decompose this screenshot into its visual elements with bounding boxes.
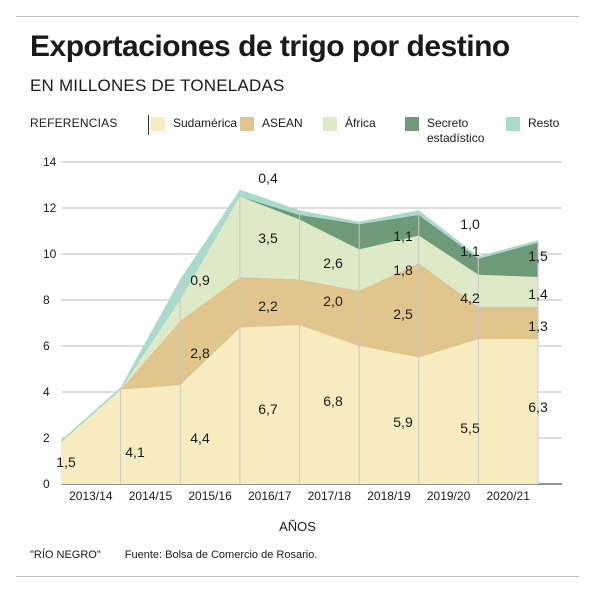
data-label-sudamerica: 6,8 xyxy=(323,393,343,409)
x-tick-label: 2016/17 xyxy=(248,489,292,503)
data-label-asean: 2,0 xyxy=(323,293,343,309)
legend-label-secreto: Secreto estadístico xyxy=(427,116,485,145)
data-label-sudamerica: 5,5 xyxy=(460,420,480,436)
data-label-asean: 2,5 xyxy=(393,306,413,322)
y-tick-label: 4 xyxy=(43,385,50,399)
data-label-africa: 1,8 xyxy=(393,262,413,278)
data-label-asean: 4,2 xyxy=(460,290,480,306)
data-label-resto: 0,4 xyxy=(258,170,278,186)
legend-label-resto: Resto xyxy=(528,116,560,130)
data-label-asean: 2,8 xyxy=(190,345,210,361)
y-tick-label: 8 xyxy=(43,293,50,307)
y-tick-label: 12 xyxy=(43,201,57,215)
data-label-africa: 2,6 xyxy=(323,255,343,271)
x-tick-label: 2015/16 xyxy=(188,489,232,503)
data-label-secreto: 1,5 xyxy=(528,248,548,264)
legend-title: REFERENCIAS xyxy=(30,116,118,130)
x-tick-label: 2013/14 xyxy=(69,489,113,503)
legend-label-asean: ASEAN xyxy=(262,116,303,130)
data-label-sudamerica: 4,1 xyxy=(125,444,145,460)
footer-credit: "RÍO NEGRO" xyxy=(30,549,101,561)
y-tick-label: 14 xyxy=(43,155,57,169)
x-tick-label: 2017/18 xyxy=(308,489,352,503)
y-tick-label: 6 xyxy=(43,339,50,353)
legend-swatch-asean xyxy=(240,117,254,131)
data-label-sudamerica: 6,7 xyxy=(258,401,278,417)
chart-frame xyxy=(16,16,579,577)
legend-label-sudamerica: Sudamérica xyxy=(173,116,238,130)
x-tick-label: 2019/20 xyxy=(427,489,471,503)
legend-swatch-sudamerica xyxy=(151,117,165,131)
data-label-sudamerica: 6,3 xyxy=(528,399,548,415)
y-tick-label: 2 xyxy=(43,431,50,445)
legend-swatch-secreto xyxy=(405,117,419,131)
footer: "RÍO NEGRO" Fuente: Bolsa de Comercio de … xyxy=(30,549,317,561)
legend-label-africa: África xyxy=(345,116,376,130)
data-label-sudamerica: 5,9 xyxy=(393,414,413,430)
legend-swatch-resto xyxy=(506,117,520,131)
y-tick-label: 10 xyxy=(43,247,57,261)
data-label-sudamerica: 1,5 xyxy=(56,454,76,470)
data-label-resto: 0,9 xyxy=(190,272,210,288)
data-label-sudamerica: 4,4 xyxy=(190,430,210,446)
x-tick-label: 2014/15 xyxy=(129,489,173,503)
x-tick-label: 2020/21 xyxy=(486,489,530,503)
legend: REFERENCIAS Sudamérica ASEAN África Secr… xyxy=(30,115,570,156)
legend-swatch-africa xyxy=(323,117,337,131)
data-label-africa: 1,4 xyxy=(528,286,548,302)
footer-source: Fuente: Bolsa de Comercio de Rosario. xyxy=(124,549,318,561)
data-label-africa: 3,5 xyxy=(258,230,278,246)
data-label-secreto: 1,1 xyxy=(393,228,413,244)
chart-title: Exportaciones de trigo por destino xyxy=(30,30,510,63)
data-label-asean: 2,2 xyxy=(258,298,278,314)
area-chart: 0 2 4 6 8 10 12 14 2013/14 2014/15 2015/16 2016/17 2… xyxy=(43,155,562,503)
data-label-africa: 1,1 xyxy=(460,243,480,259)
chart-subtitle: EN MILLONES DE TONELADAS xyxy=(30,76,285,95)
y-tick-label: 0 xyxy=(43,477,50,491)
data-label-secreto: 1,0 xyxy=(460,216,480,232)
x-axis-title: AÑOS xyxy=(279,519,316,534)
x-tick-label: 2018/19 xyxy=(367,489,411,503)
legend-divider xyxy=(148,115,149,135)
data-label-asean: 1,3 xyxy=(528,318,548,334)
